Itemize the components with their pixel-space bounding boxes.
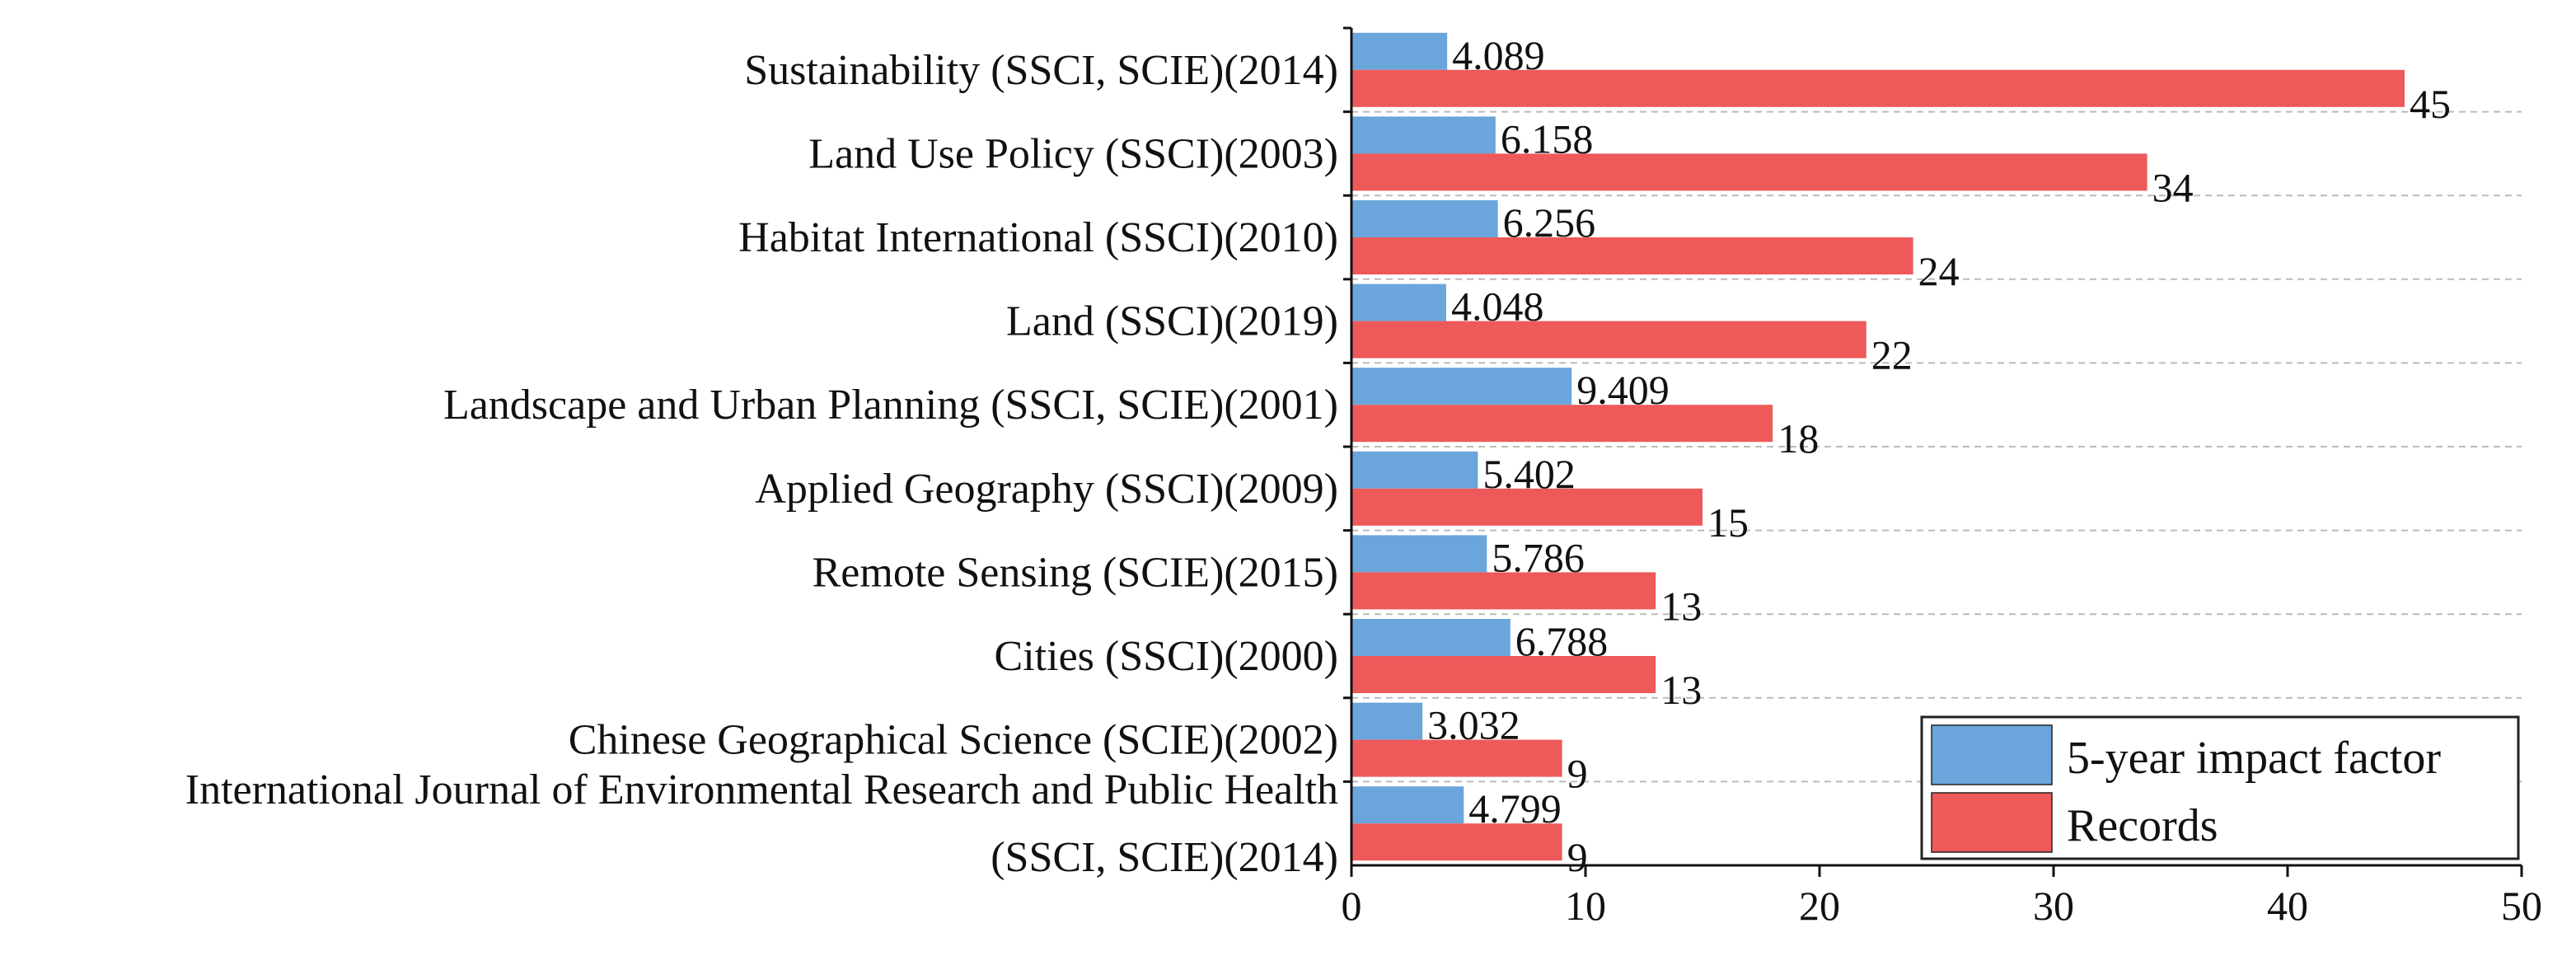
value-label-records: 9 xyxy=(1567,834,1588,880)
category-label: Sustainability (SSCI, SCIE)(2014) xyxy=(744,47,1338,94)
bar-records xyxy=(1351,69,2405,107)
value-label-5-year-impact-factor: 6.256 xyxy=(1503,199,1596,246)
x-tick-label: 0 xyxy=(1342,883,1362,929)
value-label-5-year-impact-factor: 4.799 xyxy=(1468,785,1562,832)
bar-5-year-impact-factor xyxy=(1351,451,1478,489)
legend-swatch-records xyxy=(1931,792,2053,853)
bar-5-year-impact-factor xyxy=(1351,786,1464,824)
value-label-records: 13 xyxy=(1660,583,1702,629)
legend-label-records: Records xyxy=(2067,800,2218,851)
bar-records xyxy=(1351,488,1703,526)
category-label: Cities (SSCI)(2000) xyxy=(995,633,1338,680)
bar-5-year-impact-factor xyxy=(1351,200,1498,237)
x-tick-label: 50 xyxy=(2501,883,2542,929)
value-label-5-year-impact-factor: 5.402 xyxy=(1482,451,1576,497)
bar-5-year-impact-factor xyxy=(1351,619,1510,656)
value-label-5-year-impact-factor: 5.786 xyxy=(1492,534,1585,580)
bar-5-year-impact-factor xyxy=(1351,284,1446,321)
bar-records xyxy=(1351,823,1562,861)
bar-5-year-impact-factor xyxy=(1351,535,1487,573)
value-label-records: 34 xyxy=(2152,164,2194,210)
category-label: Land (SSCI)(2019) xyxy=(1006,298,1338,345)
category-label: Habitat International (SSCI)(2010) xyxy=(738,214,1338,261)
legend-swatch-impact-factor xyxy=(1931,724,2053,785)
bars xyxy=(1351,32,2405,861)
value-label-5-year-impact-factor: 4.048 xyxy=(1451,284,1544,330)
category-label: Land Use Policy (SSCI)(2003) xyxy=(808,130,1338,177)
bar-records xyxy=(1351,572,1656,610)
value-label-5-year-impact-factor: 3.032 xyxy=(1427,702,1520,748)
value-label-records: 45 xyxy=(2410,81,2451,127)
category-label: Remote Sensing (SCIE)(2015) xyxy=(813,549,1338,596)
bar-records xyxy=(1351,656,1656,693)
bar-5-year-impact-factor xyxy=(1351,32,1448,70)
value-label-records: 15 xyxy=(1707,499,1749,546)
bar-5-year-impact-factor xyxy=(1351,702,1423,740)
value-labels: 4.089 45 6.158 34 6.256 24 4.048 22 9.409 18 5.402… xyxy=(1427,32,2451,880)
x-tick-label: 20 xyxy=(1799,883,1840,929)
category-labels: Sustainability (SSCI, SCIE)(2014) Land Us… xyxy=(185,47,1338,881)
value-label-records: 24 xyxy=(1918,248,1960,294)
x-tick-label: 40 xyxy=(2267,883,2308,929)
value-label-5-year-impact-factor: 4.089 xyxy=(1452,32,1545,78)
value-label-records: 9 xyxy=(1567,751,1588,797)
bar-5-year-impact-factor xyxy=(1351,116,1496,154)
axes: 0 10 20 30 40 50 xyxy=(1342,26,2542,929)
category-label: International Journal of Environmental R… xyxy=(185,766,1338,881)
bar-records xyxy=(1351,739,1562,777)
legend: 5-year impact factor Records xyxy=(1920,715,2520,860)
x-tick-label: 10 xyxy=(1565,883,1606,929)
value-label-5-year-impact-factor: 6.158 xyxy=(1501,115,1594,162)
value-label-records: 22 xyxy=(1871,332,1913,378)
legend-label-impact-factor: 5-year impact factor xyxy=(2067,733,2441,784)
x-tick-label: 30 xyxy=(2033,883,2074,929)
value-label-records: 13 xyxy=(1660,667,1702,713)
value-label-5-year-impact-factor: 6.788 xyxy=(1515,618,1609,664)
bar-records xyxy=(1351,321,1866,358)
bar-records xyxy=(1351,153,2147,191)
category-label: Applied Geography (SSCI)(2009) xyxy=(755,466,1338,513)
value-label-records: 18 xyxy=(1777,415,1819,462)
bar-records xyxy=(1351,405,1773,443)
bar-5-year-impact-factor xyxy=(1351,368,1572,405)
category-label: Landscape and Urban Planning (SSCI, SCIE… xyxy=(443,382,1338,429)
bar-records xyxy=(1351,237,1913,274)
category-label: Chinese Geographical Science (SCIE)(2002… xyxy=(569,717,1338,764)
value-label-5-year-impact-factor: 9.409 xyxy=(1576,367,1670,413)
